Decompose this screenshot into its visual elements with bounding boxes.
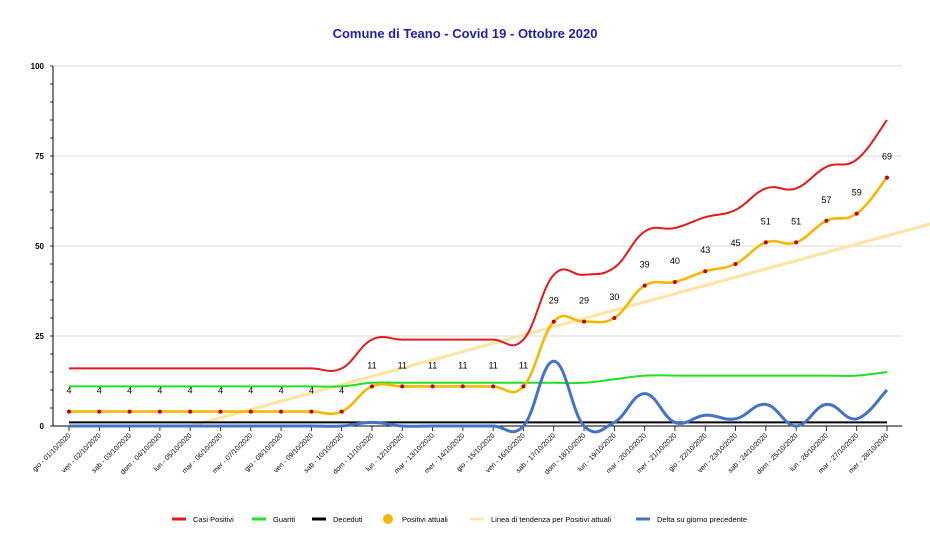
data-point [157,409,162,414]
data-label: 45 [731,238,741,248]
data-point [339,409,344,414]
data-label: 43 [700,245,710,255]
data-point [642,283,647,288]
legend-item: Deceduti [312,515,363,524]
data-label: 4 [339,386,344,396]
data-point [733,262,738,266]
data-label: 29 [579,296,589,306]
y-tick-label: 25 [35,332,44,341]
data-point [794,240,799,245]
legend-label: Guariti [273,515,295,524]
data-point [703,269,708,274]
data-label: 11 [458,360,467,370]
data-point [521,384,526,389]
data-label: 4 [218,386,223,396]
data-point [672,280,677,284]
data-label: 59 [852,188,862,198]
data-point [430,384,435,389]
data-label: 11 [428,360,437,370]
data-point [491,384,496,389]
data-label: 4 [157,386,162,396]
data-label: 4 [248,386,253,396]
legend-item: Guariti [252,515,295,524]
legend-label: Positivi attuali [402,515,448,524]
data-label: 57 [821,195,831,205]
data-label: 4 [97,386,102,396]
legend-label: Casi Positivi [193,515,234,524]
data-point [612,316,617,320]
data-label: 11 [488,360,497,370]
data-label: 40 [670,256,680,266]
data-label: 51 [761,216,771,226]
series-line-guariti [68,371,888,388]
legend-label: Deceduti [333,515,363,524]
data-label: 11 [398,360,407,370]
data-point [763,240,768,245]
data-label: 11 [367,360,376,370]
grid [53,65,902,427]
y-tick-label: 75 [35,152,44,161]
data-labels: 4 4 4 4 4 4 4 4 4 4 11 11 11 11 11 11 29 29 30 39 40 43 45 51 51… [66,152,892,414]
series-line-positivi-attuali [69,176,889,416]
data-label: 39 [640,260,650,270]
series [68,119,930,434]
data-point [309,409,314,414]
series-line-trend [188,222,930,428]
data-point [127,409,132,414]
legend-item: Linea di tendenza per Positivi attuali [470,515,611,524]
data-label: 4 [279,386,284,396]
data-point [248,409,253,414]
data-point [460,384,465,389]
series-line-casi-positivi [68,119,888,372]
data-point [854,211,859,216]
legend-item: Positivi attuali [383,514,448,524]
data-label: 4 [66,386,71,396]
data-label: 69 [882,152,892,162]
data-point [279,409,284,414]
data-label: 29 [549,296,559,306]
data-point [218,409,223,414]
y-tick-label: 0 [40,422,45,431]
data-label: 30 [609,292,619,302]
data-point [188,409,193,414]
y-tick-label: 100 [31,62,45,71]
data-point [97,409,102,414]
y-tick-label: 50 [35,242,44,251]
data-point [582,319,587,324]
data-point [369,384,374,389]
series-line-delta-su-giorno-precedente [69,359,889,434]
legend-item: Casi Positivi [172,515,234,524]
data-point [885,175,889,180]
data-label: 51 [791,216,801,226]
legend-label: Delta su giorno precedente [657,515,747,524]
data-point [67,409,71,414]
data-label: 11 [519,360,528,370]
data-point [551,319,556,324]
legend-swatch [383,514,393,524]
data-label: 4 [309,386,314,396]
data-point [824,218,829,223]
data-label: 4 [127,386,132,396]
chart-title: Comune di Teano - Covid 19 - Ottobre 202… [333,26,598,41]
legend-item: Delta su giorno precedente [636,515,747,524]
data-point [400,384,405,389]
legend: Casi Positivi Guariti Deceduti Positivi att… [172,514,747,524]
legend-label: Linea di tendenza per Positivi attuali [491,515,611,524]
data-label: 4 [188,386,193,396]
